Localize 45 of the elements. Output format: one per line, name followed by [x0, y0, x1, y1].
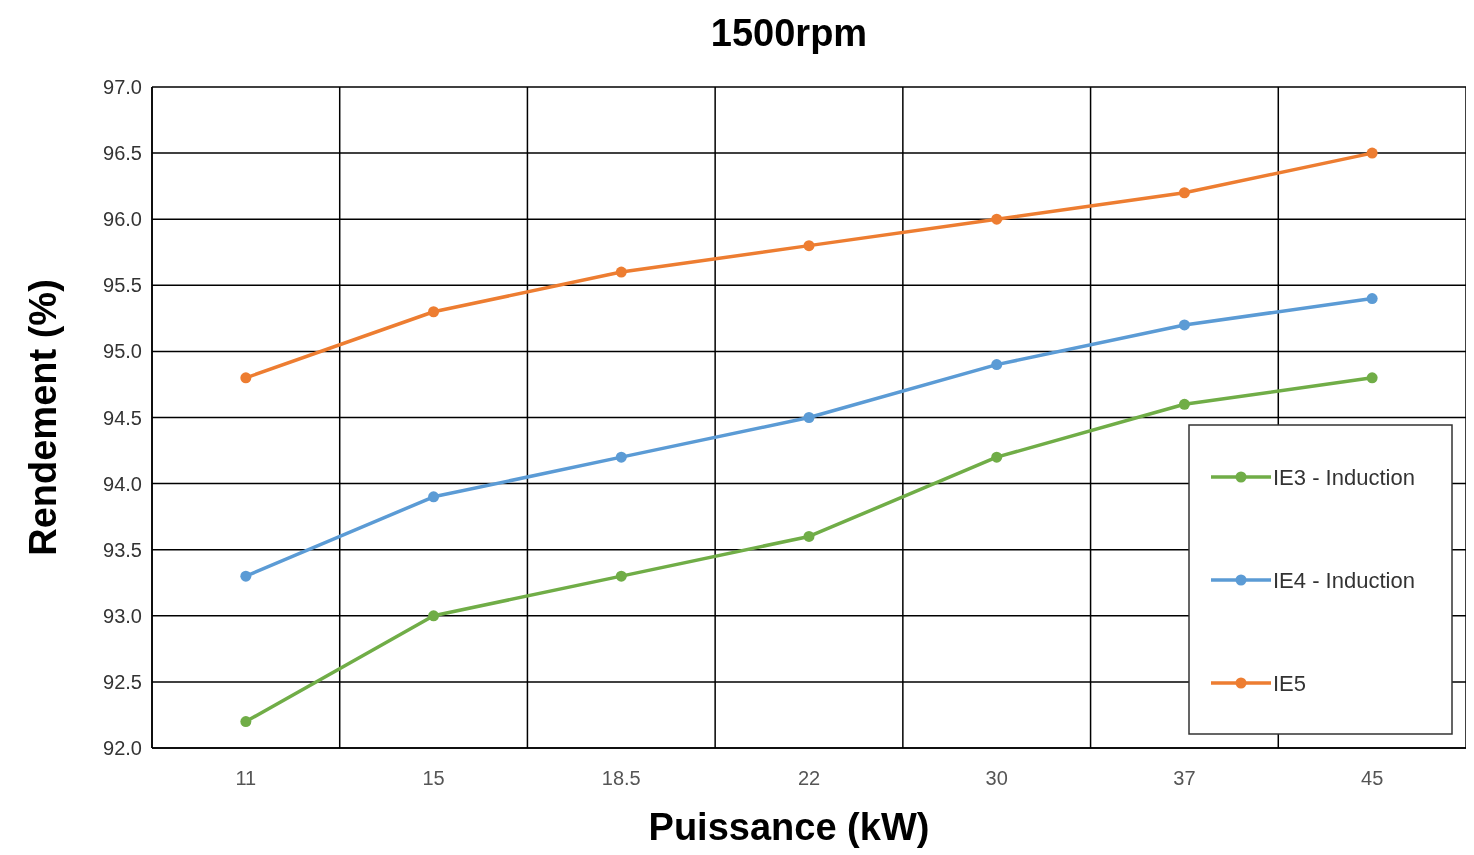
y-tick-label: 93.0 [103, 604, 142, 627]
x-tick-label: 18.5 [601, 767, 641, 789]
point [803, 530, 815, 542]
point [240, 570, 252, 582]
point [615, 570, 627, 582]
point [428, 610, 440, 622]
point [240, 716, 252, 728]
point [428, 491, 440, 503]
legend-label: IE3 - Induction [1273, 464, 1415, 490]
y-tick-label: 95.5 [103, 274, 142, 297]
x-axis-title: Puissance (kW) [648, 806, 930, 848]
y-axis-title: Rendement (%) [22, 279, 64, 556]
y-tick-label: 92.0 [103, 737, 142, 759]
y-tick-label: 94.5 [103, 406, 142, 429]
x-tick-label: 30 [985, 767, 1008, 789]
point [803, 412, 815, 423]
y-tick-label: 96.5 [103, 142, 142, 165]
point [1178, 187, 1190, 199]
point [991, 451, 1003, 463]
point [1366, 293, 1378, 305]
point [1366, 372, 1378, 384]
x-tick-label: 11 [235, 767, 257, 789]
point [1366, 147, 1378, 159]
point [991, 359, 1003, 371]
point [240, 372, 252, 384]
x-tick-label: 37 [1173, 767, 1196, 789]
y-tick-label: 92.5 [103, 670, 142, 693]
x-tick-label: 45 [1361, 767, 1384, 789]
y-tick-label: 93.5 [103, 538, 142, 561]
legend-label: IE4 - Induction [1273, 567, 1415, 593]
point [1178, 398, 1190, 410]
point [428, 306, 440, 318]
y-tick-label: 95.0 [103, 340, 142, 363]
point [1178, 319, 1190, 331]
point [991, 213, 1003, 225]
chart-title: 1500rpm [710, 12, 868, 54]
x-tick-label: 22 [797, 767, 821, 789]
point [803, 240, 815, 252]
point [615, 451, 627, 463]
x-tick-label: 15 [422, 767, 445, 789]
y-tick-label: 94.0 [103, 472, 142, 495]
legend-label: IE5 [1273, 670, 1307, 696]
y-tick-label: 97.0 [103, 76, 142, 98]
point [615, 266, 627, 278]
y-tick-label: 96.0 [103, 208, 142, 231]
